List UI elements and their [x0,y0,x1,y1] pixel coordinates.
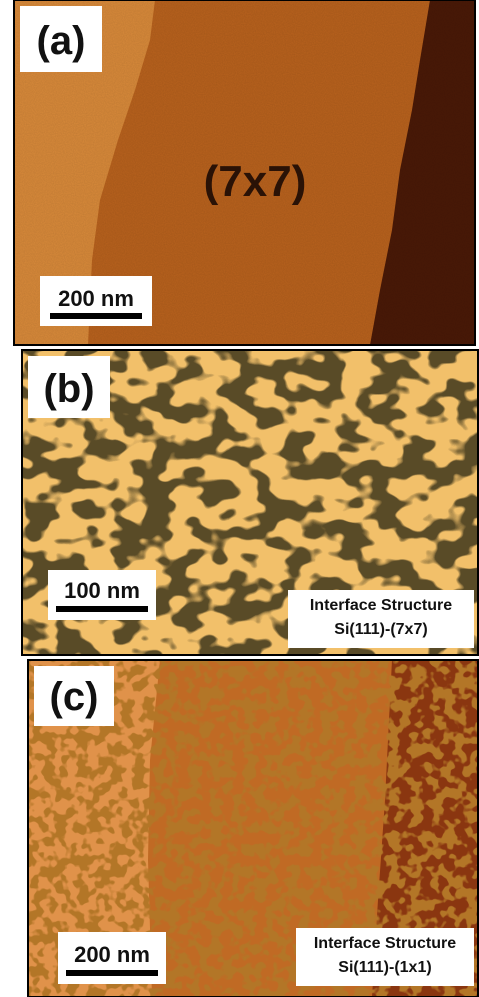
scale-bar-label: 200 nm [58,286,134,311]
panel-label: (a) [37,19,86,63]
scale-bar-label: 100 nm [64,578,140,603]
panel-label: (c) [50,675,99,719]
figure: (a) (7x7) 200 nm (b) 100 nm Interface St… [0,0,479,997]
scale-bar-label: 200 nm [74,942,150,967]
scale-bar [50,313,142,319]
caption: Si(111)-(7x7) [334,621,427,638]
caption: Si(111)-(1x1) [338,959,431,976]
annotation: (7x7) [204,157,307,206]
caption: Interface Structure [314,935,456,952]
caption: Interface Structure [310,597,452,614]
scale-bar [56,606,148,612]
panel-label: (b) [43,367,94,411]
scale-bar [66,970,158,976]
